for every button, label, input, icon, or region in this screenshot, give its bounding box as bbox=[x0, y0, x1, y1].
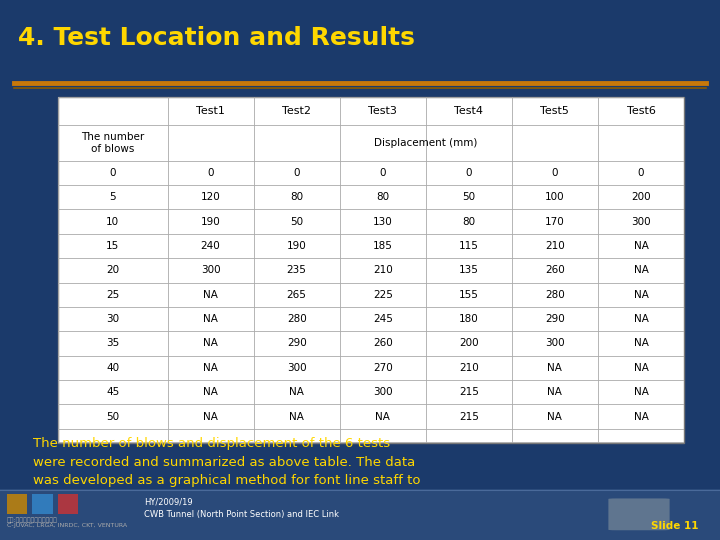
Text: 215: 215 bbox=[459, 387, 479, 397]
Text: Test6: Test6 bbox=[626, 106, 655, 116]
Text: 300: 300 bbox=[287, 363, 307, 373]
Text: 210: 210 bbox=[545, 241, 564, 251]
Text: 155: 155 bbox=[459, 290, 479, 300]
Text: 100: 100 bbox=[545, 192, 564, 202]
Text: 0: 0 bbox=[466, 168, 472, 178]
Text: Slide 11: Slide 11 bbox=[651, 521, 698, 531]
Text: 290: 290 bbox=[545, 314, 564, 324]
Text: Test3: Test3 bbox=[369, 106, 397, 116]
Text: 0: 0 bbox=[638, 168, 644, 178]
Bar bbox=[32, 494, 53, 514]
Text: 235: 235 bbox=[287, 265, 307, 275]
Text: NA: NA bbox=[289, 387, 304, 397]
Text: 30: 30 bbox=[106, 314, 119, 324]
Text: NA: NA bbox=[634, 363, 649, 373]
Text: 210: 210 bbox=[373, 265, 392, 275]
Text: NA: NA bbox=[203, 314, 218, 324]
Text: NA: NA bbox=[634, 265, 649, 275]
Text: 35: 35 bbox=[106, 339, 120, 348]
Text: 50: 50 bbox=[290, 217, 303, 227]
Text: The number
of blows: The number of blows bbox=[81, 132, 144, 154]
Text: NA: NA bbox=[203, 290, 218, 300]
Text: 0: 0 bbox=[207, 168, 214, 178]
Text: NA: NA bbox=[547, 387, 562, 397]
Text: 240: 240 bbox=[201, 241, 220, 251]
Text: 0: 0 bbox=[379, 168, 386, 178]
Text: NA: NA bbox=[375, 411, 390, 422]
Text: 300: 300 bbox=[373, 387, 392, 397]
Text: 80: 80 bbox=[376, 192, 390, 202]
Text: HY/2009/19
CWB Tunnel (North Point Section) and IEC Link: HY/2009/19 CWB Tunnel (North Point Secti… bbox=[144, 498, 339, 519]
Text: 265: 265 bbox=[287, 290, 307, 300]
Text: 50: 50 bbox=[106, 411, 119, 422]
Text: NA: NA bbox=[634, 314, 649, 324]
Text: 300: 300 bbox=[631, 217, 651, 227]
Text: NA: NA bbox=[203, 363, 218, 373]
Text: 200: 200 bbox=[631, 192, 651, 202]
Text: The number of blows and displacement of the 6 tests
were recorded and summarized: The number of blows and displacement of … bbox=[33, 437, 421, 506]
Text: Test4: Test4 bbox=[454, 106, 483, 116]
Text: 280: 280 bbox=[545, 290, 564, 300]
Text: 215: 215 bbox=[459, 411, 479, 422]
Text: 115: 115 bbox=[459, 241, 479, 251]
Text: NA: NA bbox=[634, 241, 649, 251]
Text: 170: 170 bbox=[545, 217, 564, 227]
Text: NA: NA bbox=[634, 290, 649, 300]
Bar bbox=[7, 494, 27, 514]
Text: NA: NA bbox=[634, 411, 649, 422]
Text: 260: 260 bbox=[373, 339, 392, 348]
Text: 25: 25 bbox=[106, 290, 120, 300]
Text: 180: 180 bbox=[459, 314, 479, 324]
Text: Test1: Test1 bbox=[196, 106, 225, 116]
Text: Displacement (mm): Displacement (mm) bbox=[374, 138, 477, 148]
Text: 80: 80 bbox=[290, 192, 303, 202]
Text: 20: 20 bbox=[106, 265, 119, 275]
Text: 260: 260 bbox=[545, 265, 564, 275]
Text: NA: NA bbox=[203, 339, 218, 348]
Text: 190: 190 bbox=[287, 241, 307, 251]
Text: 190: 190 bbox=[201, 217, 220, 227]
Text: 15: 15 bbox=[106, 241, 120, 251]
Text: 45: 45 bbox=[106, 387, 120, 397]
Text: 185: 185 bbox=[373, 241, 392, 251]
Text: 280: 280 bbox=[287, 314, 307, 324]
Text: 270: 270 bbox=[373, 363, 392, 373]
Text: 210: 210 bbox=[459, 363, 479, 373]
Text: 300: 300 bbox=[545, 339, 564, 348]
Text: 0: 0 bbox=[109, 168, 116, 178]
Text: 0: 0 bbox=[552, 168, 558, 178]
Text: NA: NA bbox=[203, 387, 218, 397]
Text: 10: 10 bbox=[106, 217, 119, 227]
Text: Test2: Test2 bbox=[282, 106, 311, 116]
Text: 130: 130 bbox=[373, 217, 392, 227]
Text: 300: 300 bbox=[201, 265, 220, 275]
Text: NA: NA bbox=[634, 387, 649, 397]
FancyBboxPatch shape bbox=[608, 498, 670, 530]
Text: 80: 80 bbox=[462, 217, 475, 227]
Text: 4. Test Location and Results: 4. Test Location and Results bbox=[18, 26, 415, 50]
Text: 290: 290 bbox=[287, 339, 307, 348]
Text: 120: 120 bbox=[201, 192, 220, 202]
Text: 0: 0 bbox=[294, 168, 300, 178]
Text: NA: NA bbox=[634, 339, 649, 348]
Text: 200: 200 bbox=[459, 339, 479, 348]
Text: 225: 225 bbox=[373, 290, 392, 300]
Text: NA: NA bbox=[203, 411, 218, 422]
Text: Test5: Test5 bbox=[541, 106, 570, 116]
Text: 245: 245 bbox=[373, 314, 392, 324]
Text: 40: 40 bbox=[106, 363, 119, 373]
Text: 50: 50 bbox=[462, 192, 475, 202]
Text: NA: NA bbox=[289, 411, 304, 422]
Text: NA: NA bbox=[547, 363, 562, 373]
Bar bbox=[58, 494, 78, 514]
Text: 5: 5 bbox=[109, 192, 116, 202]
Text: 135: 135 bbox=[459, 265, 479, 275]
Text: 提供:中國中鐵＝國人地鉤服務
C-JUVAC, LRGA, INRDC, CKT, VENTURA: 提供:中國中鐵＝國人地鉤服務 C-JUVAC, LRGA, INRDC, CKT… bbox=[7, 517, 127, 528]
Text: NA: NA bbox=[547, 411, 562, 422]
